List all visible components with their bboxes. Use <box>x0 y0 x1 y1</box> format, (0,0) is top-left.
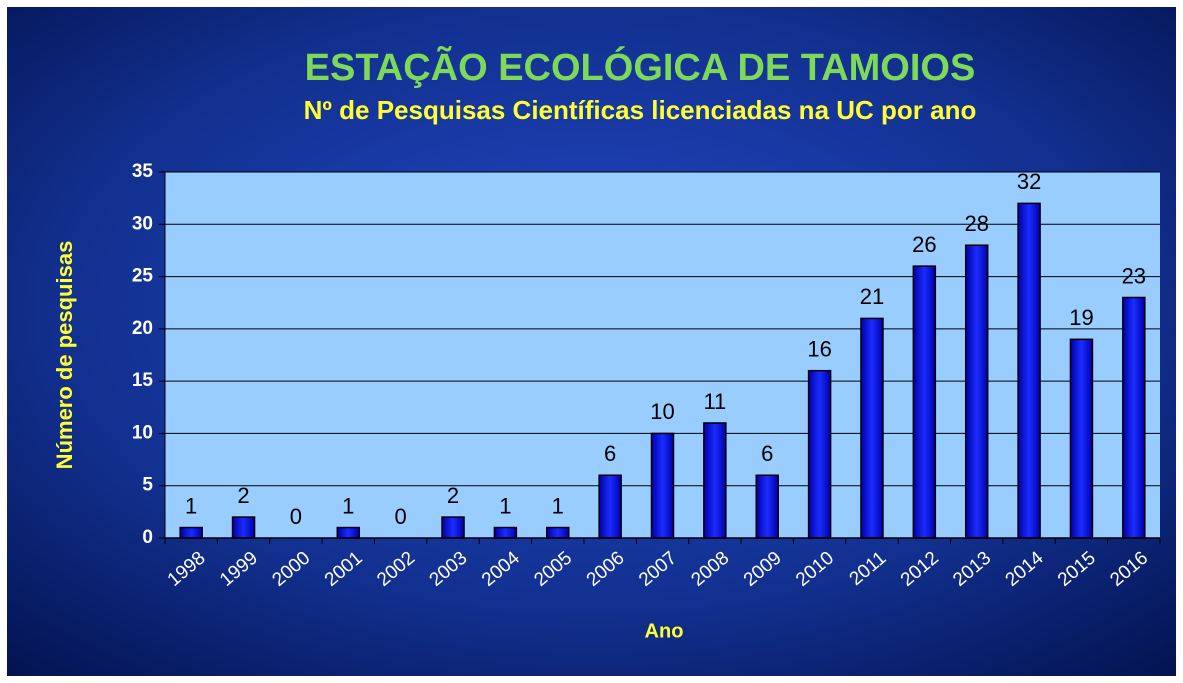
chart-subtitle: Nº de Pesquisas Científicas licenciadas … <box>304 95 977 125</box>
bar <box>807 369 832 539</box>
y-tick-label: 35 <box>132 161 154 182</box>
bar <box>912 265 937 539</box>
data-label: 16 <box>807 336 831 361</box>
data-label: 1 <box>185 493 197 518</box>
data-label: 6 <box>761 441 773 466</box>
data-label: 0 <box>290 504 302 529</box>
data-label: 11 <box>703 389 726 414</box>
data-label: 1 <box>552 493 564 518</box>
data-label: 19 <box>1069 305 1093 330</box>
bar <box>1122 296 1146 539</box>
data-label: 1 <box>342 493 354 518</box>
bar <box>755 474 779 539</box>
bar <box>336 526 361 539</box>
bar <box>441 516 465 539</box>
data-label: 28 <box>964 211 988 236</box>
y-tick-label: 0 <box>142 527 153 548</box>
bar <box>860 317 884 539</box>
data-label: 26 <box>912 232 936 257</box>
data-label: 0 <box>395 504 407 529</box>
y-axis-label: Número de pesquisas <box>52 241 77 470</box>
data-label: 6 <box>604 441 616 466</box>
data-label: 1 <box>499 493 511 518</box>
y-tick-label: 25 <box>132 266 154 287</box>
chart-title: ESTAÇÃO ECOLÓGICA DE TAMOIOS <box>305 45 976 89</box>
bar <box>650 432 675 539</box>
x-axis-label: Ano <box>645 620 684 642</box>
bar <box>1017 202 1041 539</box>
data-label: 2 <box>237 483 249 508</box>
bar <box>179 526 203 539</box>
bar <box>493 526 518 539</box>
y-tick-label: 30 <box>132 213 153 234</box>
y-tick-label: 5 <box>142 475 153 496</box>
data-label: 10 <box>650 399 674 424</box>
bar <box>546 526 570 539</box>
bar <box>1069 338 1094 539</box>
data-label: 32 <box>1017 169 1041 194</box>
y-tick-label: 15 <box>132 370 154 391</box>
bar <box>598 474 622 539</box>
data-label: 2 <box>447 483 459 508</box>
data-label: 21 <box>860 284 884 309</box>
bar <box>703 422 727 539</box>
data-label: 23 <box>1122 263 1146 288</box>
y-tick-label: 10 <box>132 422 153 443</box>
bar <box>964 244 989 539</box>
y-tick-label: 20 <box>132 318 153 339</box>
bar <box>231 516 256 539</box>
